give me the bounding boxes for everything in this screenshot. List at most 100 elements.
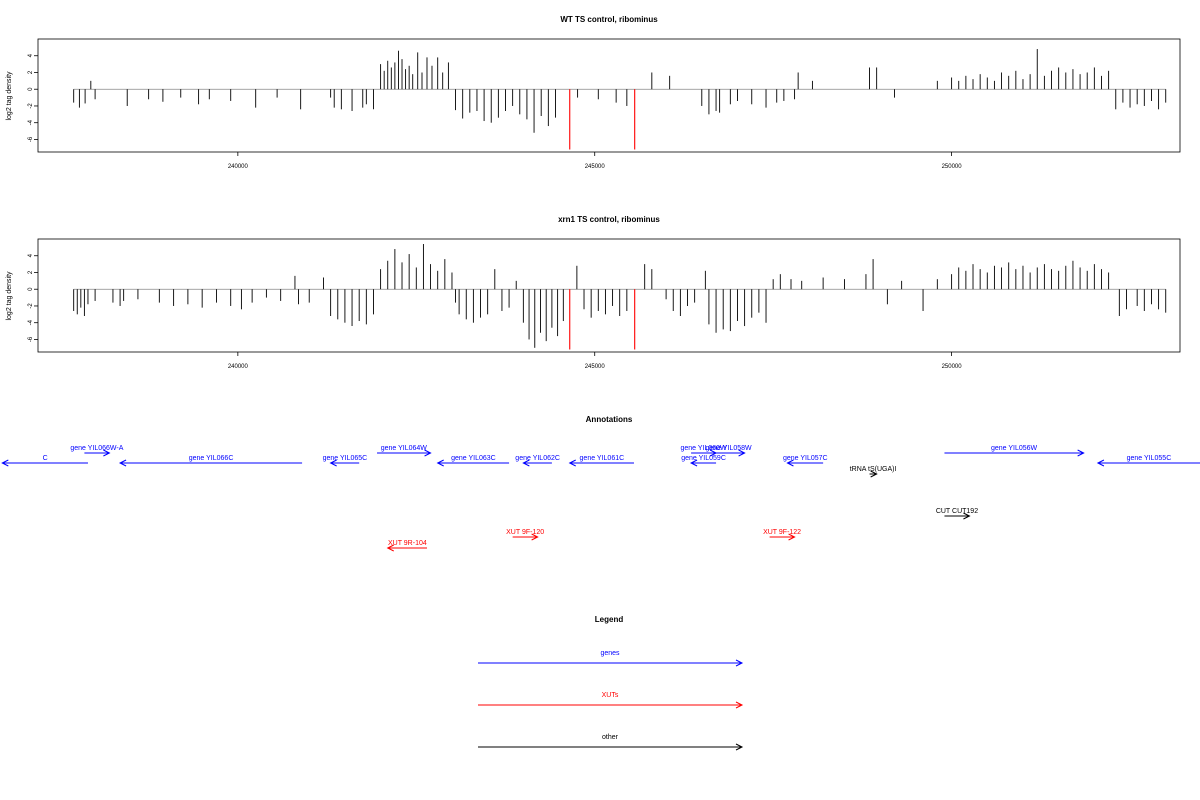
xrn1-y-tick-label: 2 — [28, 270, 34, 274]
xrn1-y-tick-label: 0 — [28, 287, 34, 291]
annotation-feature-arrowhead — [531, 533, 539, 541]
annotation-feature-arrowhead — [436, 459, 444, 467]
xrn1-plot-frame — [37, 238, 1181, 353]
annotation-feature-arrowhead — [1, 459, 9, 467]
annotation-feature: gene YIL056W — [944, 445, 1085, 457]
annotation-feature: gene YIL057C — [783, 455, 828, 467]
wt-y-axis: -6 -4 -2 0 2 4 — [28, 53, 38, 142]
xrn1-bars — [73, 244, 1167, 350]
annotations-title: Annotations — [586, 415, 633, 424]
annotation-feature: gene YIL066W-A — [70, 445, 124, 457]
annotation-feature-arrowhead — [522, 459, 530, 467]
annotation-feature-label: gene YIL062C — [515, 455, 560, 462]
wt-x-tick-label: 240000 — [228, 164, 249, 170]
legend-item-arrowhead — [735, 701, 744, 709]
annotation-feature: gene YIL058W — [705, 445, 752, 457]
annotation-feature: XUT 9F-120 — [506, 529, 544, 541]
annotation-feature-arrowhead — [118, 459, 127, 467]
annotation-feature: gene YIL065C — [323, 455, 368, 467]
annotation-feature-arrowhead — [1077, 449, 1085, 457]
annotation-feature-label: gene YIL061C — [580, 455, 625, 462]
annotation-feature-label: gene YIL066C — [189, 455, 234, 462]
annotation-feature-arrowhead — [963, 512, 971, 520]
legend: Legend genes XUTs other — [478, 615, 744, 751]
xrn1-panel-title: xrn1 TS control, ribominus — [558, 215, 660, 224]
wt-y-tick-label: 0 — [28, 87, 34, 91]
legend-item-label: other — [602, 734, 619, 741]
annotation-feature-arrowhead — [424, 449, 432, 457]
annotation-feature: gene YIL061C — [568, 455, 634, 467]
xrn1-y-axis-label: log2 tag density — [6, 271, 13, 321]
annotations-track: Annotations gene YIL066W-AC gene YIL066C g… — [1, 415, 1200, 552]
annotation-feature-label: gene YIL059C — [681, 455, 726, 462]
legend-item-label: genes — [600, 650, 620, 657]
xrn1-y-tick-label: -2 — [28, 303, 34, 309]
annotation-feature-arrowhead — [738, 449, 746, 457]
xrn1-coverage-panel: xrn1 TS control, ribominus log2 tag dens… — [6, 215, 1181, 370]
wt-y-tick-label: 2 — [28, 70, 34, 74]
annotation-feature-label: gene YIL056W — [991, 445, 1038, 452]
wt-y-axis-label: log2 tag density — [6, 71, 13, 121]
annotation-feature-label: CUT CUT192 — [936, 508, 978, 515]
annotation-feature: tRNA tS(UGA)I — [850, 466, 897, 478]
annotation-feature-label: gene YIL064W — [381, 445, 428, 452]
annotation-feature-arrowhead — [103, 449, 111, 457]
annotation-features: gene YIL066W-A C gene YIL066C gene YIL065C g… — [1, 445, 1200, 552]
annotation-feature-label: XUT 9F-122 — [763, 529, 801, 536]
wt-panel-title: WT TS control, ribominus — [560, 15, 658, 24]
wt-x-tick-label: 245000 — [585, 164, 606, 170]
annotation-feature: gene YIL064W — [377, 445, 432, 457]
legend-title: Legend — [595, 615, 624, 624]
wt-plot-frame — [37, 38, 1181, 153]
legend-item: other — [478, 734, 744, 751]
xrn1-y-axis: -6 -4 -2 0 2 4 — [28, 253, 38, 342]
annotation-feature-arrowhead — [568, 459, 576, 467]
xrn1-y-tick-label: -6 — [28, 336, 34, 342]
annotation-feature: gene YIL063C — [436, 455, 510, 467]
annotation-feature-label: gene YIL065C — [323, 455, 368, 462]
annotation-feature: gene YIL066C — [118, 455, 303, 467]
wt-bars — [73, 49, 1167, 150]
annotation-feature-arrowhead — [786, 459, 794, 467]
annotation-feature: C — [1, 455, 88, 467]
wt-x-tick-label: 250000 — [942, 164, 963, 170]
annotation-feature-label: gene YIL058W — [705, 445, 752, 452]
wt-x-axis: 240000 245000 250000 — [228, 152, 962, 170]
annotation-feature-label: XUT 9R-104 — [388, 540, 427, 547]
wt-y-tick-label: -6 — [28, 136, 34, 142]
xrn1-y-tick-label: -4 — [28, 319, 34, 325]
wt-y-tick-label: -4 — [28, 119, 34, 125]
annotation-feature: gene YIL055C — [1096, 455, 1200, 467]
xrn1-x-axis: 240000 245000 250000 — [228, 352, 962, 370]
legend-items: genes XUTs other — [478, 650, 744, 751]
wt-y-tick-label: 4 — [28, 53, 34, 57]
xrn1-x-tick-label: 245000 — [585, 364, 606, 370]
xrn1-x-tick-label: 240000 — [228, 364, 249, 370]
annotation-feature-label: tRNA tS(UGA)I — [850, 466, 897, 473]
annotation-feature-arrowhead — [788, 533, 796, 541]
annotation-feature-label: gene YIL055C — [1127, 455, 1172, 462]
wt-y-tick-label: -2 — [28, 103, 34, 109]
xrn1-x-tick-label: 250000 — [942, 364, 963, 370]
annotation-feature: gene YIL059C — [681, 455, 726, 467]
annotation-feature: XUT 9R-104 — [386, 540, 427, 552]
annotation-feature-label: XUT 9F-120 — [506, 529, 544, 536]
annotation-feature-label: gene YIL066W-A — [70, 445, 123, 452]
legend-item-label: XUTs — [602, 692, 619, 699]
annotation-feature: gene YIL062C — [515, 455, 560, 467]
wt-coverage-panel: WT TS control, ribominus log2 tag densit… — [6, 15, 1181, 170]
annotation-feature-label: C — [43, 455, 48, 462]
annotation-feature-arrowhead — [386, 544, 394, 552]
annotation-feature-arrowhead — [1096, 459, 1105, 467]
legend-item-arrowhead — [735, 659, 744, 667]
annotation-feature-label: gene YIL063C — [451, 455, 496, 462]
xrn1-y-tick-label: 4 — [28, 253, 34, 257]
annotation-feature: XUT 9F-122 — [763, 529, 801, 541]
annotation-feature-label: gene YIL057C — [783, 455, 828, 462]
annotation-feature-arrowhead — [329, 459, 337, 467]
annotation-feature-arrowhead — [689, 459, 698, 467]
annotation-feature-label: gene YIL060W — [680, 445, 727, 452]
annotation-feature-arrowhead — [870, 470, 878, 478]
legend-item: XUTs — [478, 692, 744, 709]
